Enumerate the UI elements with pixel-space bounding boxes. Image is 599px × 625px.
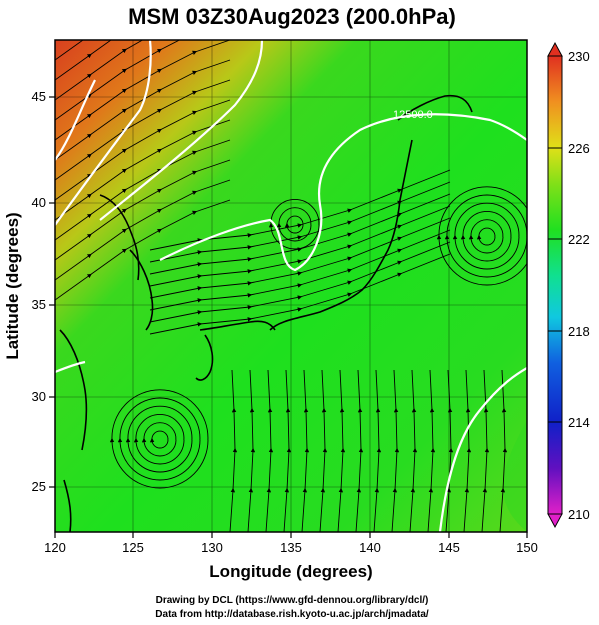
colorbar-min-arrow <box>547 513 563 529</box>
streamline <box>481 369 490 532</box>
cool-region-southeast <box>502 420 527 532</box>
streamline <box>468 219 504 254</box>
colorbar-max-arrow <box>547 41 563 57</box>
streamline <box>133 414 185 465</box>
coastlines <box>59 94 473 532</box>
colorbar-tick-label: 230 <box>568 49 590 64</box>
y-tick-label: 25 <box>32 479 46 494</box>
colorbar-tick-label: 218 <box>568 324 590 339</box>
y-tick-label: 40 <box>32 195 46 210</box>
latlon-grid <box>55 40 527 532</box>
credit-line-2: Data from http://database.rish.kyoto-u.a… <box>155 609 429 620</box>
streamline <box>319 369 328 532</box>
x-tick-label: 135 <box>280 540 302 555</box>
streamline <box>427 369 436 532</box>
y-axis-label: Latitude (degrees) <box>3 212 22 359</box>
y-tick-label: 35 <box>32 297 46 312</box>
streamline <box>391 369 400 532</box>
x-tick-label: 125 <box>122 540 144 555</box>
colorbar-tick-label: 214 <box>568 415 590 430</box>
streamline <box>476 227 496 246</box>
streamline <box>355 369 364 532</box>
streamline <box>409 369 418 532</box>
streamline <box>284 215 304 234</box>
plot-area: 12500.0 <box>55 40 527 532</box>
streamline <box>337 369 346 532</box>
contour-label: 12500.0 <box>393 109 433 121</box>
streamline <box>444 194 527 278</box>
x-tick-label: 140 <box>359 540 381 555</box>
streamline <box>452 202 520 270</box>
streamline <box>125 405 193 473</box>
streamline <box>460 211 512 262</box>
streamline <box>247 369 256 532</box>
height-contours <box>55 40 527 532</box>
streamline <box>55 40 198 101</box>
x-tick-label: 145 <box>438 540 460 555</box>
streamline <box>276 207 312 242</box>
chart-title: MSM 03Z30Aug2023 (200.0hPa) <box>128 4 456 29</box>
streamline <box>117 397 201 481</box>
streamline <box>436 186 527 286</box>
x-axis-label: Longitude (degrees) <box>209 562 372 581</box>
streamline <box>268 199 320 250</box>
streamline <box>499 369 508 532</box>
streamline <box>265 369 274 532</box>
streamline <box>373 369 382 532</box>
streamline <box>109 389 209 489</box>
x-tick-label: 120 <box>44 540 66 555</box>
colorbar-tick-label: 222 <box>568 232 590 247</box>
colorbar-tick-label: 210 <box>568 507 590 522</box>
streamline <box>149 253 451 335</box>
streamline <box>283 369 292 532</box>
y-axis: 25 30 35 40 45 Latitude (degrees) <box>3 89 55 494</box>
x-tick-label: 130 <box>201 540 223 555</box>
streamline <box>301 369 310 532</box>
colorbar-tick-label: 226 <box>568 141 590 156</box>
streamline <box>149 430 169 449</box>
colorbar: 230 226 222 218 214 210 <box>547 41 590 529</box>
credit-line-1: Drawing by DCL (https://www.gfd-dennou.o… <box>156 595 429 606</box>
x-tick-label: 150 <box>516 540 538 555</box>
streamlines <box>55 40 527 532</box>
streamline <box>229 369 238 532</box>
streamline <box>55 40 198 81</box>
streamline <box>445 369 454 532</box>
x-axis: 120 125 130 135 140 145 150 Longitude (d… <box>44 532 538 581</box>
streamline <box>463 369 472 532</box>
y-tick-label: 30 <box>32 389 46 404</box>
y-tick-label: 45 <box>32 89 46 104</box>
streamline <box>141 422 177 457</box>
